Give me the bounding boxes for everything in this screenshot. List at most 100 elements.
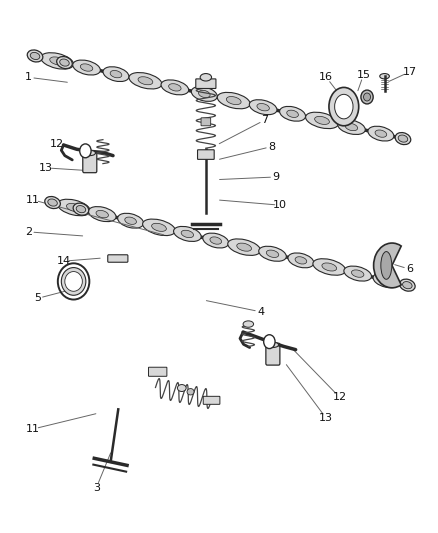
Ellipse shape (210, 237, 222, 244)
FancyBboxPatch shape (266, 343, 280, 365)
Ellipse shape (129, 72, 162, 89)
Ellipse shape (375, 130, 387, 138)
Ellipse shape (60, 59, 69, 66)
Ellipse shape (84, 150, 95, 156)
Ellipse shape (399, 279, 415, 291)
Ellipse shape (191, 86, 217, 101)
FancyBboxPatch shape (203, 397, 220, 405)
Ellipse shape (259, 246, 286, 261)
Text: 4: 4 (257, 307, 264, 317)
Ellipse shape (110, 70, 122, 78)
FancyBboxPatch shape (198, 150, 214, 159)
Ellipse shape (217, 92, 250, 109)
Text: 13: 13 (39, 163, 53, 173)
Ellipse shape (403, 281, 412, 289)
Ellipse shape (65, 272, 82, 291)
Text: 13: 13 (319, 414, 333, 423)
Text: 16: 16 (319, 72, 333, 82)
Ellipse shape (279, 107, 306, 121)
Ellipse shape (237, 243, 251, 251)
Text: 12: 12 (50, 139, 64, 149)
Ellipse shape (177, 385, 186, 391)
Ellipse shape (335, 94, 353, 119)
Text: 12: 12 (332, 392, 346, 402)
Ellipse shape (243, 321, 254, 327)
Ellipse shape (257, 103, 269, 111)
Ellipse shape (314, 116, 329, 124)
Ellipse shape (161, 80, 189, 95)
Ellipse shape (50, 57, 64, 65)
Ellipse shape (187, 389, 194, 395)
Ellipse shape (96, 211, 109, 218)
Text: 14: 14 (57, 256, 71, 266)
Text: 8: 8 (268, 142, 275, 151)
Text: 17: 17 (403, 67, 417, 77)
Ellipse shape (380, 277, 392, 284)
Ellipse shape (80, 64, 93, 71)
Ellipse shape (103, 67, 129, 82)
Ellipse shape (173, 227, 201, 241)
Ellipse shape (395, 133, 411, 144)
Ellipse shape (169, 84, 181, 91)
Ellipse shape (226, 96, 241, 104)
Text: 15: 15 (357, 70, 371, 79)
Text: 5: 5 (34, 294, 41, 303)
Ellipse shape (198, 90, 210, 98)
Ellipse shape (45, 197, 60, 208)
Ellipse shape (313, 259, 346, 275)
Ellipse shape (295, 257, 307, 264)
Ellipse shape (351, 270, 364, 277)
Text: 10: 10 (273, 200, 287, 210)
Ellipse shape (57, 56, 72, 69)
Ellipse shape (338, 119, 365, 134)
Ellipse shape (200, 74, 212, 81)
Ellipse shape (67, 204, 81, 212)
Ellipse shape (398, 135, 408, 142)
Text: 2: 2 (25, 227, 32, 237)
FancyBboxPatch shape (148, 367, 167, 376)
Wedge shape (374, 243, 401, 288)
Ellipse shape (322, 263, 337, 271)
Ellipse shape (61, 268, 86, 295)
Ellipse shape (73, 60, 100, 75)
Ellipse shape (152, 223, 166, 231)
Text: 11: 11 (26, 424, 40, 434)
Ellipse shape (288, 253, 314, 268)
Ellipse shape (380, 74, 389, 79)
Ellipse shape (30, 52, 40, 60)
Ellipse shape (118, 213, 144, 228)
Ellipse shape (381, 252, 392, 279)
Text: 6: 6 (406, 264, 413, 274)
Ellipse shape (287, 110, 298, 117)
Ellipse shape (344, 266, 371, 281)
Ellipse shape (73, 203, 89, 215)
Ellipse shape (249, 100, 277, 115)
Ellipse shape (368, 126, 394, 141)
Ellipse shape (306, 112, 339, 128)
Ellipse shape (364, 93, 371, 101)
Text: 3: 3 (93, 483, 100, 492)
Text: 11: 11 (26, 195, 40, 205)
Ellipse shape (329, 87, 359, 126)
Ellipse shape (181, 230, 194, 238)
Ellipse shape (228, 239, 261, 255)
Ellipse shape (267, 342, 279, 348)
Ellipse shape (125, 217, 137, 224)
Circle shape (80, 144, 91, 158)
Ellipse shape (143, 219, 175, 236)
Ellipse shape (138, 77, 153, 85)
Text: 1: 1 (25, 72, 32, 82)
FancyBboxPatch shape (201, 118, 211, 126)
Ellipse shape (48, 199, 57, 206)
Ellipse shape (266, 250, 279, 257)
Ellipse shape (27, 50, 43, 62)
Ellipse shape (361, 90, 373, 104)
Circle shape (264, 335, 275, 349)
Ellipse shape (76, 206, 86, 213)
Ellipse shape (203, 233, 229, 248)
Ellipse shape (41, 53, 74, 69)
Ellipse shape (57, 199, 90, 216)
FancyBboxPatch shape (108, 255, 128, 262)
Text: 9: 9 (272, 172, 279, 182)
Ellipse shape (88, 207, 116, 222)
